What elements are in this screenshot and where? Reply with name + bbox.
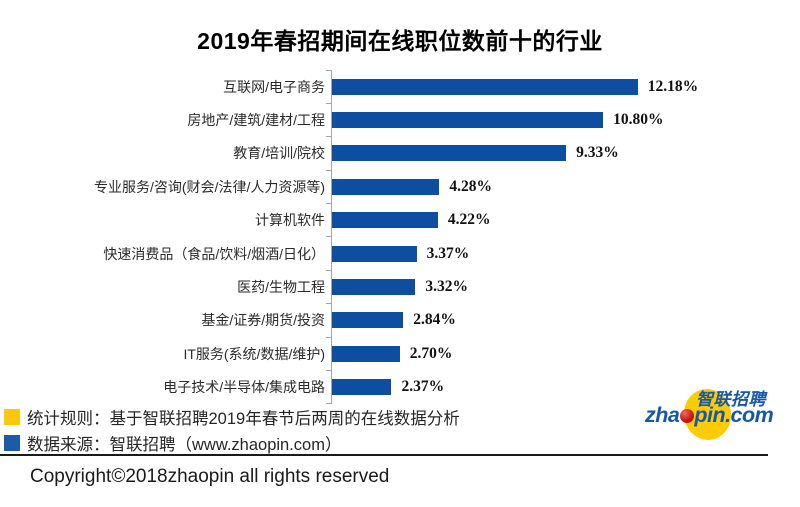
category-label: 专业服务/咨询(财会/法律/人力资源等) bbox=[94, 178, 325, 195]
copyright-text: Copyright©2018zhaopin all rights reserve… bbox=[30, 466, 390, 487]
bar-row: 电子技术/半导体/集成电路 2.37% bbox=[163, 370, 796, 404]
category-label: 计算机软件 bbox=[255, 212, 325, 229]
bar-row: 计算机软件 4.22% bbox=[255, 203, 796, 237]
category-label: 房地产/建筑/建材/工程 bbox=[187, 112, 325, 129]
bar-rows: 互联网/电子商务 12.18% 房地产/建筑/建材/工程 10.80% 教育/培训/院校… bbox=[94, 69, 796, 404]
bar-row: 专业服务/咨询(财会/法律/人力资源等) 4.28% bbox=[94, 169, 796, 203]
legend-swatch bbox=[4, 408, 20, 425]
value-label: 3.37% bbox=[426, 244, 470, 262]
bar-row: 快速消费品（食品/饮料/烟酒/日化） 3.37% bbox=[103, 236, 796, 270]
value-label: 2.70% bbox=[409, 344, 453, 362]
zhaopin-logo: 智联招聘 zha pin.com bbox=[644, 384, 789, 450]
value-label: 2.37% bbox=[401, 378, 445, 396]
bar-row: 互联网/电子商务 12.18% bbox=[223, 69, 796, 103]
value-label: 12.18% bbox=[647, 77, 699, 95]
bar-row: 医药/生物工程 3.32% bbox=[237, 269, 796, 303]
category-label: 基金/证券/期货/投资 bbox=[201, 312, 325, 329]
value-label: 3.32% bbox=[425, 278, 468, 296]
bar-chart-plot-area: 互联网/电子商务 12.18% 房地产/建筑/建材/工程 10.80% 教育/培训/院校… bbox=[94, 69, 796, 404]
bar bbox=[332, 178, 440, 195]
bar-row: IT服务(系统/数据/维护) 2.70% bbox=[183, 336, 796, 370]
legend-swatch bbox=[4, 434, 20, 451]
value-label: 2.84% bbox=[413, 311, 456, 329]
bar bbox=[332, 78, 638, 95]
value-label: 4.28% bbox=[449, 177, 493, 195]
bar bbox=[332, 112, 604, 129]
bar-row: 基金/证券/期货/投资 2.84% bbox=[201, 303, 796, 337]
logo-en-suffix: pin.com bbox=[694, 403, 774, 427]
chart-title: 2019年春招期间在线职位数前十的行业 bbox=[197, 28, 603, 54]
category-label: 电子技术/半导体/集成电路 bbox=[163, 379, 325, 396]
bar bbox=[332, 379, 392, 396]
value-label: 10.80% bbox=[613, 111, 664, 129]
note-text: 数据来源：智联招聘（www.zhaopin.com） bbox=[27, 435, 342, 454]
value-label: 9.33% bbox=[576, 144, 619, 162]
bar bbox=[332, 212, 438, 229]
note-data-source: 数据来源：智联招聘（www.zhaopin.com） bbox=[4, 432, 460, 454]
bar bbox=[332, 279, 416, 296]
bar-row: 房地产/建筑/建材/工程 10.80% bbox=[187, 102, 796, 136]
value-label: 4.22% bbox=[447, 211, 491, 229]
bar bbox=[332, 145, 567, 162]
bar bbox=[332, 345, 400, 362]
note-statistic-rule: 统计规则：基于智联招聘2019年春节后两周的在线数据分析 bbox=[4, 406, 460, 428]
logo-en-text: zha pin.com bbox=[645, 403, 774, 428]
category-label: 医药/生物工程 bbox=[237, 279, 325, 296]
logo-cn-text: 智联招聘 bbox=[696, 390, 766, 409]
category-label: 教育/培训/院校 bbox=[233, 145, 325, 162]
footer-divider bbox=[0, 454, 768, 456]
footer-notes: 统计规则：基于智联招聘2019年春节后两周的在线数据分析 数据来源：智联招聘（w… bbox=[4, 406, 460, 454]
bar bbox=[332, 312, 404, 329]
bar bbox=[332, 245, 417, 262]
bar-row: 教育/培训/院校 9.33% bbox=[233, 136, 796, 170]
category-label: IT服务(系统/数据/维护) bbox=[183, 345, 325, 362]
logo-en-prefix: zha bbox=[645, 403, 680, 427]
category-label: 互联网/电子商务 bbox=[223, 78, 325, 95]
note-text: 统计规则：基于智联招聘2019年春节后两周的在线数据分析 bbox=[27, 409, 460, 428]
logo-red-dot-icon bbox=[680, 409, 695, 423]
category-label: 快速消费品（食品/饮料/烟酒/日化） bbox=[103, 245, 325, 262]
